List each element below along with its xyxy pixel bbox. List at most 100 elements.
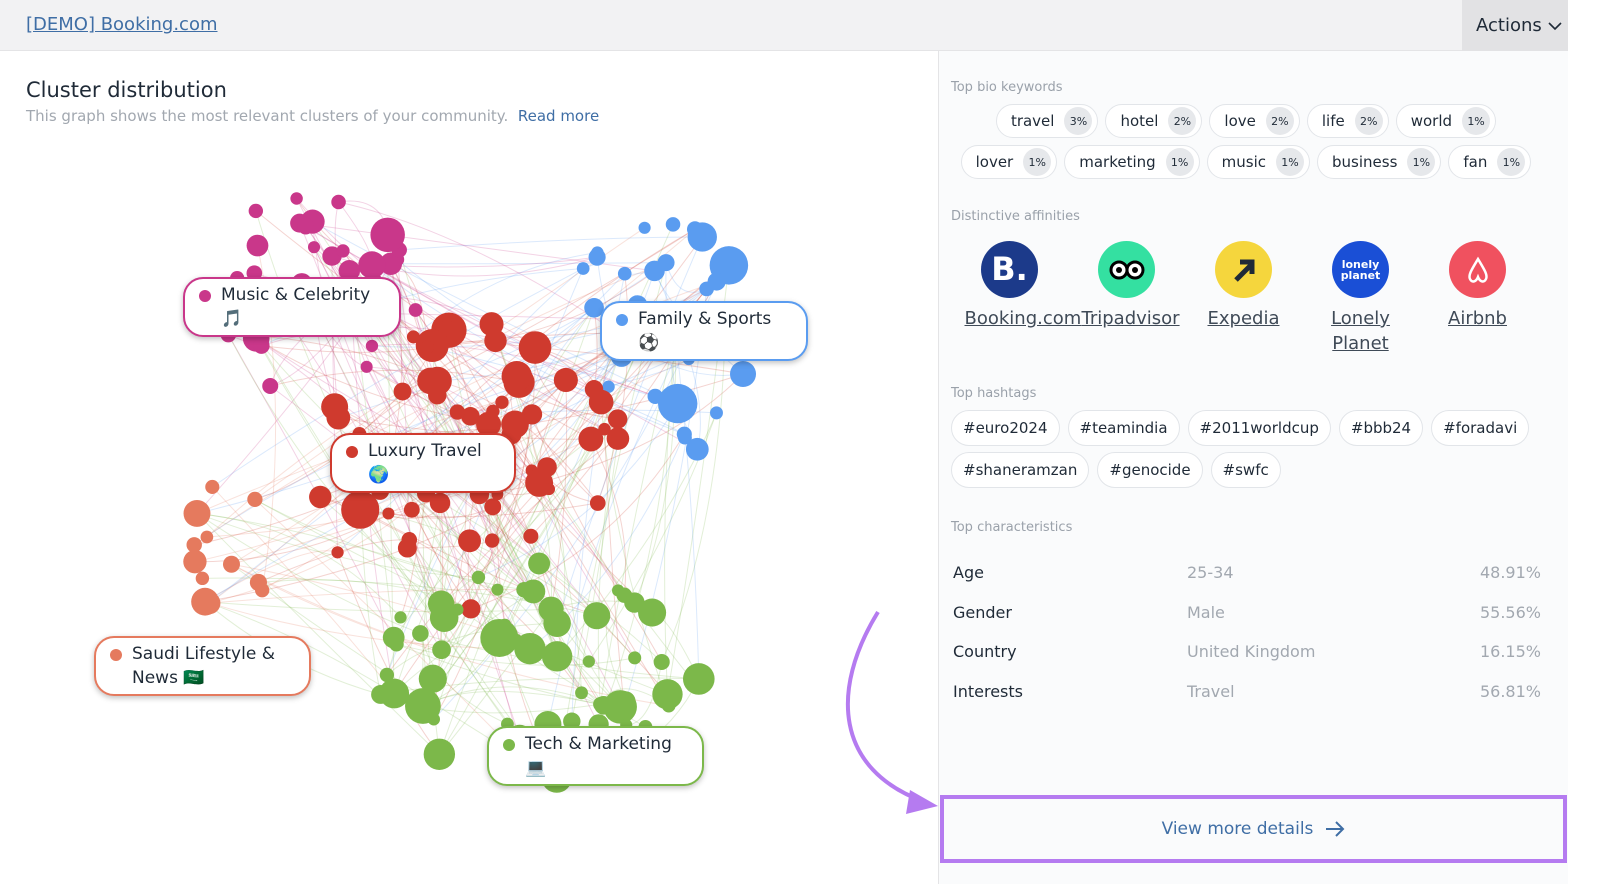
- edge: [371, 343, 656, 397]
- node: [657, 383, 698, 424]
- node: [195, 571, 210, 586]
- node: [606, 427, 630, 450]
- logo-text: B.: [991, 250, 1028, 288]
- node: [331, 194, 346, 210]
- edge: [359, 509, 597, 617]
- affinity-name[interactable]: Expedia: [1207, 308, 1280, 329]
- node: [542, 483, 556, 496]
- node: [290, 192, 303, 205]
- node: [183, 499, 211, 527]
- hashtag[interactable]: #bbb24: [1338, 410, 1424, 446]
- node: [578, 426, 604, 452]
- edge: [231, 228, 696, 565]
- keyword-pill: business 1%: [1317, 145, 1442, 179]
- keyword-pill: music 1%: [1206, 145, 1311, 179]
- view-more-button[interactable]: View more details: [940, 795, 1567, 863]
- edge: [396, 643, 635, 666]
- affinity-logo: [1449, 241, 1506, 298]
- node: [307, 241, 321, 254]
- hashtag[interactable]: #2011worldcup: [1187, 410, 1331, 446]
- node: [432, 640, 451, 660]
- node: [486, 404, 500, 418]
- node: [262, 377, 279, 394]
- node: [582, 655, 595, 668]
- edge: [254, 498, 668, 695]
- characteristic-share: 16.15%: [1479, 642, 1541, 662]
- read-more-link[interactable]: Read more: [517, 107, 600, 125]
- characteristic-name: Age: [953, 563, 984, 583]
- node: [428, 386, 447, 405]
- edge: [312, 221, 678, 404]
- keyword-pill: lover 1%: [960, 145, 1058, 179]
- node: [394, 611, 407, 624]
- edge: [380, 677, 699, 695]
- keyword: life: [1321, 112, 1345, 130]
- view-more-label[interactable]: View more details: [1161, 819, 1314, 839]
- edge: [571, 438, 619, 722]
- edge: [413, 336, 744, 375]
- node: [408, 303, 423, 317]
- affinity-name[interactable]: Booking.com: [964, 308, 1082, 329]
- edge: [550, 379, 568, 610]
- cluster-dot: [110, 649, 122, 661]
- node: [661, 698, 676, 713]
- edge: [209, 394, 438, 604]
- actions-label[interactable]: Actions: [1476, 15, 1542, 36]
- edge: [419, 633, 508, 725]
- keyword-share: 2%: [1265, 107, 1294, 135]
- characteristic-row: Country United Kingdom 16.15%: [953, 632, 1541, 672]
- node: [393, 382, 412, 401]
- section-title: Distinctive affinities: [951, 209, 1080, 224]
- node: [588, 248, 606, 266]
- keyword-share: 1%: [1276, 148, 1305, 176]
- node: [480, 618, 519, 657]
- node: [341, 490, 380, 529]
- edge: [438, 389, 595, 755]
- node: [495, 395, 509, 409]
- node: [338, 260, 361, 282]
- characteristic-row: Interests Travel 56.81%: [953, 672, 1541, 712]
- characteristic-share: 55.56%: [1479, 602, 1541, 622]
- hashtag[interactable]: #euro2024: [951, 410, 1060, 446]
- node: [371, 685, 391, 704]
- edge: [255, 338, 521, 739]
- node: [309, 485, 332, 509]
- actions-button[interactable]: Actions: [1462, 0, 1568, 51]
- cluster-dot: [199, 290, 211, 302]
- node: [297, 217, 315, 235]
- keyword: lover: [975, 153, 1014, 171]
- keyword-pill: travel 3%: [995, 104, 1099, 138]
- node: [449, 404, 466, 420]
- node: [682, 663, 715, 695]
- edge: [371, 345, 558, 778]
- affinity-name[interactable]: Tripadvisor: [1081, 308, 1180, 329]
- node: [484, 533, 500, 548]
- hashtag[interactable]: #swfc: [1210, 452, 1281, 488]
- hashtag[interactable]: #shaneramzan: [951, 452, 1090, 488]
- edge: [338, 201, 626, 339]
- node: [254, 583, 270, 598]
- keyword-share: 2%: [1168, 107, 1197, 135]
- keyword-share: 1%: [1462, 107, 1491, 135]
- characteristic-value: 25-34: [1187, 563, 1234, 583]
- edge: [258, 539, 410, 583]
- affinity-name[interactable]: Lonely Planet: [1331, 308, 1390, 354]
- characteristic-value: Travel: [1187, 681, 1235, 701]
- characteristic-share: 56.81%: [1479, 681, 1541, 701]
- affinity-name[interactable]: Airbnb: [1448, 308, 1507, 329]
- hashtag[interactable]: #teamindia: [1067, 410, 1180, 446]
- characteristic-value: United Kingdom: [1187, 642, 1316, 662]
- edge: [605, 594, 627, 702]
- affinity-logo: [1098, 241, 1155, 298]
- affinity-list: B. Booking.com Tripadvisor Expedia lonely pl…: [951, 241, 1551, 356]
- node: [676, 426, 692, 442]
- hashtag[interactable]: #foradavi: [1431, 410, 1530, 446]
- edge: [371, 256, 598, 268]
- highlight-arrow: [845, 610, 938, 814]
- edge: [334, 201, 368, 368]
- hashtag[interactable]: #genocide: [1097, 452, 1203, 488]
- edge: [674, 335, 700, 679]
- edge: [361, 308, 600, 725]
- workspace-title[interactable]: [DEMO] Booking.com: [26, 14, 218, 35]
